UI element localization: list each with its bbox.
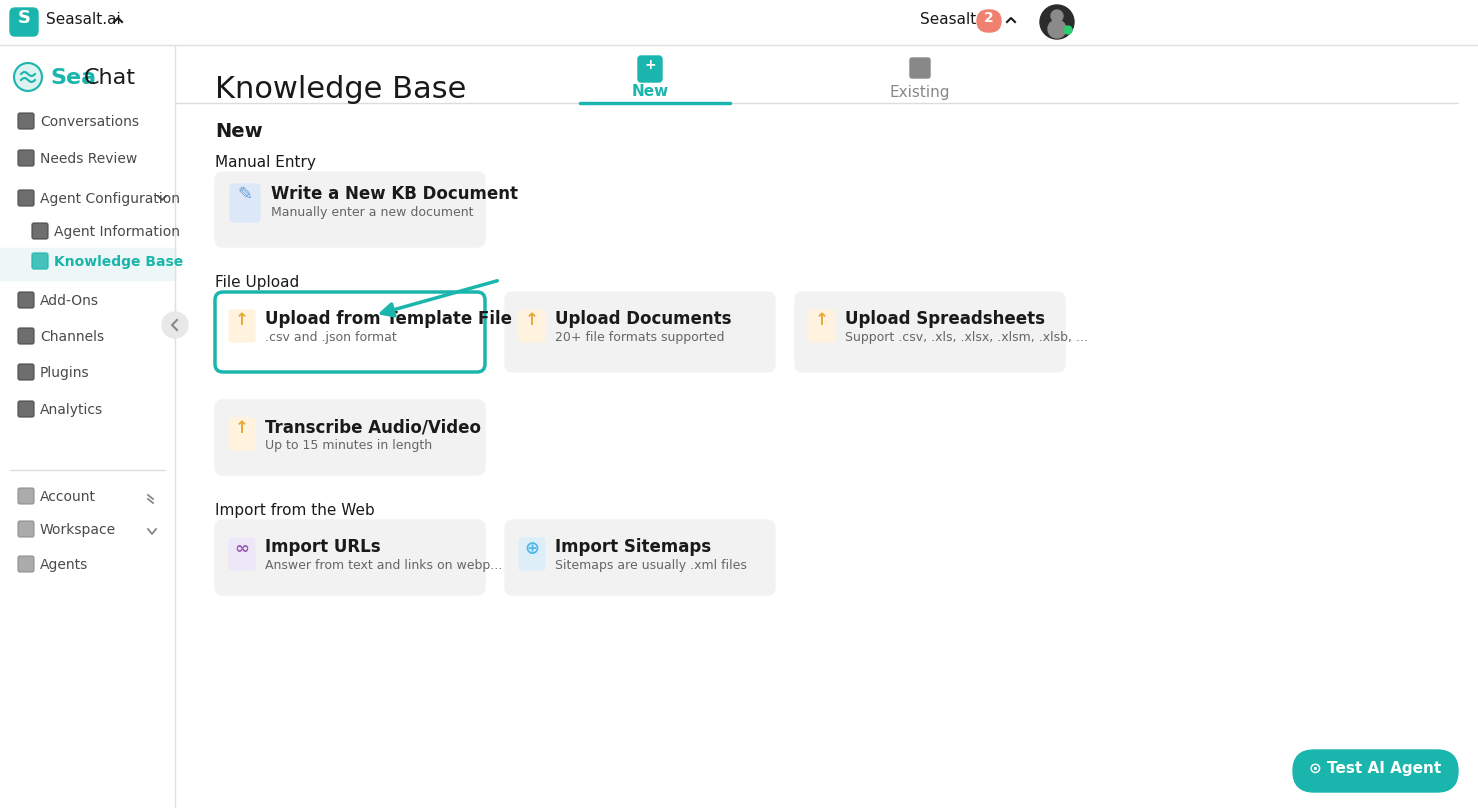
FancyBboxPatch shape	[214, 292, 485, 372]
Circle shape	[163, 312, 188, 338]
FancyBboxPatch shape	[229, 310, 256, 342]
Text: Add-Ons: Add-Ons	[40, 294, 99, 308]
FancyBboxPatch shape	[505, 292, 774, 372]
Text: Agent Information: Agent Information	[55, 225, 180, 239]
Text: Channels: Channels	[40, 330, 103, 344]
FancyBboxPatch shape	[0, 248, 174, 280]
Text: Plugins: Plugins	[40, 366, 90, 380]
Text: Needs Review: Needs Review	[40, 152, 137, 166]
FancyBboxPatch shape	[231, 184, 260, 222]
FancyBboxPatch shape	[0, 45, 174, 808]
Text: ⊕: ⊕	[525, 540, 539, 558]
FancyBboxPatch shape	[214, 400, 485, 475]
FancyBboxPatch shape	[214, 172, 485, 247]
Text: Manually enter a new document: Manually enter a new document	[270, 206, 473, 219]
FancyBboxPatch shape	[18, 150, 34, 166]
FancyBboxPatch shape	[10, 8, 38, 36]
FancyBboxPatch shape	[18, 556, 34, 572]
Text: Knowledge Base: Knowledge Base	[214, 75, 467, 104]
Text: Analytics: Analytics	[40, 403, 103, 417]
Text: ↑: ↑	[235, 311, 248, 329]
FancyBboxPatch shape	[18, 364, 34, 380]
FancyBboxPatch shape	[18, 292, 34, 308]
Text: Answer from text and links on webp...: Answer from text and links on webp...	[265, 559, 503, 572]
Text: Up to 15 minutes in length: Up to 15 minutes in length	[265, 439, 432, 452]
FancyBboxPatch shape	[18, 328, 34, 344]
FancyBboxPatch shape	[18, 190, 34, 206]
Text: Workspace: Workspace	[40, 523, 117, 537]
Text: Sea: Sea	[50, 68, 96, 88]
Text: .csv and .json format: .csv and .json format	[265, 331, 396, 344]
FancyBboxPatch shape	[18, 401, 34, 417]
Text: Knowledge Base: Knowledge Base	[55, 255, 183, 269]
Text: New: New	[214, 122, 263, 141]
Text: Seasalt.ai: Seasalt.ai	[919, 12, 995, 27]
FancyBboxPatch shape	[808, 310, 835, 342]
Text: +: +	[644, 58, 656, 72]
Circle shape	[1041, 5, 1075, 39]
Text: File Upload: File Upload	[214, 275, 299, 290]
FancyBboxPatch shape	[638, 56, 662, 82]
FancyBboxPatch shape	[229, 538, 256, 570]
Text: Existing: Existing	[890, 85, 950, 100]
FancyBboxPatch shape	[33, 253, 47, 269]
FancyBboxPatch shape	[214, 520, 485, 595]
Text: Account: Account	[40, 490, 96, 504]
Text: Upload Documents: Upload Documents	[556, 310, 732, 328]
FancyBboxPatch shape	[229, 418, 256, 450]
Text: Import URLs: Import URLs	[265, 538, 381, 556]
Text: New: New	[631, 84, 668, 99]
Text: 2: 2	[984, 11, 993, 25]
FancyBboxPatch shape	[519, 538, 545, 570]
Circle shape	[1064, 26, 1072, 34]
Text: Transcribe Audio/Video: Transcribe Audio/Video	[265, 418, 480, 436]
Text: Manual Entry: Manual Entry	[214, 155, 316, 170]
Text: Conversations: Conversations	[40, 115, 139, 129]
FancyBboxPatch shape	[174, 45, 1478, 808]
FancyBboxPatch shape	[505, 520, 774, 595]
FancyBboxPatch shape	[0, 0, 1478, 45]
Text: Upload from Template File: Upload from Template File	[265, 310, 511, 328]
Text: Import Sitemaps: Import Sitemaps	[556, 538, 711, 556]
FancyBboxPatch shape	[18, 488, 34, 504]
FancyBboxPatch shape	[795, 292, 1066, 372]
Text: Upload Spreadsheets: Upload Spreadsheets	[845, 310, 1045, 328]
FancyBboxPatch shape	[1293, 750, 1457, 792]
FancyBboxPatch shape	[18, 113, 34, 129]
FancyBboxPatch shape	[18, 521, 34, 537]
FancyBboxPatch shape	[519, 310, 545, 342]
Text: S: S	[18, 9, 31, 27]
Text: ↑: ↑	[525, 311, 539, 329]
Text: ✎: ✎	[238, 186, 253, 204]
Text: Write a New KB Document: Write a New KB Document	[270, 185, 517, 203]
Text: ⊙ Test AI Agent: ⊙ Test AI Agent	[1310, 761, 1441, 776]
Text: Support .csv, .xls, .xlsx, .xlsm, .xlsb, ...: Support .csv, .xls, .xlsx, .xlsm, .xlsb,…	[845, 331, 1088, 344]
Text: 20+ file formats supported: 20+ file formats supported	[556, 331, 724, 344]
FancyBboxPatch shape	[977, 10, 1001, 32]
Text: Import from the Web: Import from the Web	[214, 503, 375, 518]
Text: Sitemaps are usually .xml files: Sitemaps are usually .xml files	[556, 559, 746, 572]
Text: ↑: ↑	[235, 419, 248, 437]
Text: ↑: ↑	[814, 311, 829, 329]
Text: Seasalt.ai: Seasalt.ai	[46, 12, 121, 27]
Circle shape	[1051, 10, 1063, 22]
Polygon shape	[15, 63, 41, 91]
FancyBboxPatch shape	[33, 223, 47, 239]
Text: ∞: ∞	[235, 540, 250, 558]
Text: Chat: Chat	[84, 68, 136, 88]
FancyBboxPatch shape	[910, 58, 930, 78]
Circle shape	[1048, 20, 1066, 38]
Text: Agents: Agents	[40, 558, 89, 572]
Text: Agent Configuration: Agent Configuration	[40, 192, 180, 206]
